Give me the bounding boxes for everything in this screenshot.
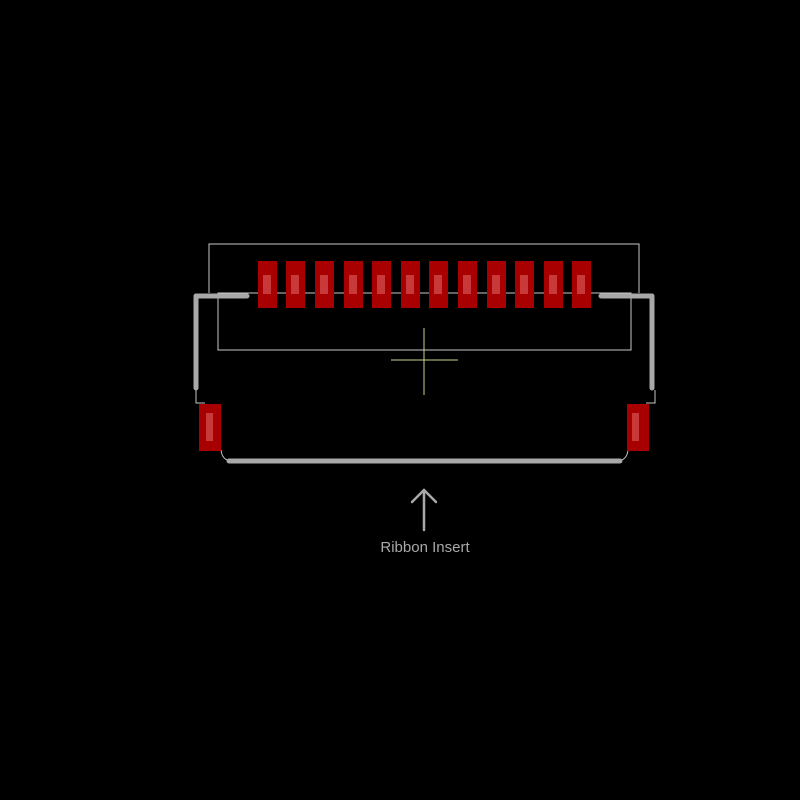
mount-outline-left [195, 390, 205, 404]
silkscreen-left-bracket [193, 293, 250, 391]
silkscreen-right-bracket [598, 293, 655, 391]
pad [515, 261, 534, 308]
origin-cross-icon [391, 328, 458, 395]
pad [286, 261, 305, 308]
assembly-outline [208, 243, 640, 293]
pad [401, 261, 420, 308]
pad [344, 261, 363, 308]
pad [458, 261, 477, 308]
signal-pads [258, 261, 591, 308]
pad [258, 261, 277, 308]
pad [372, 261, 391, 308]
ribbon-insert-label: Ribbon Insert [380, 539, 470, 556]
pad [487, 261, 506, 308]
pad [315, 261, 334, 308]
mount-outline-right [646, 390, 656, 404]
pad [572, 261, 591, 308]
insert-direction-arrow-icon [410, 488, 438, 532]
pad [429, 261, 448, 308]
mount-pad-left [199, 404, 221, 451]
mount-pad-right [627, 404, 649, 451]
pad [544, 261, 563, 308]
